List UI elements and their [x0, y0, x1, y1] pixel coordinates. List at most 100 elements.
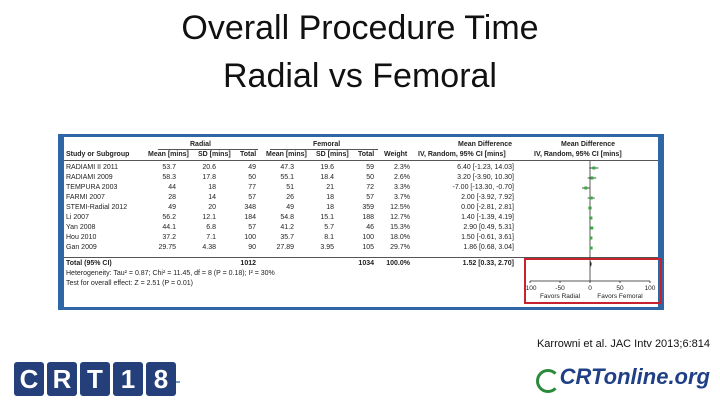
table-cell-ci: 6.40 [-1.23, 14.03] — [457, 164, 514, 171]
point-estimate — [589, 216, 593, 220]
table-cell-r-total: 100 — [244, 234, 256, 241]
table-cell-study: Yan 2008 — [66, 224, 96, 231]
table-cell-r-mean: 49 — [168, 204, 176, 211]
table-cell-study: RADIAMI II 2011 — [66, 164, 119, 171]
forest-plot-chart: -100 -50 0 50 100 Favors Radial Favors Femoral — [523, 161, 656, 300]
slide-title-line2: Radial vs Femoral — [223, 57, 497, 95]
table-cell-r-sd: 6.8 — [206, 224, 216, 231]
x-tick-label: 0 — [588, 285, 592, 292]
point-estimate — [590, 176, 594, 180]
table-cell-f-sd: 15.1 — [320, 214, 334, 221]
table-cell-f-mean: 47.3 — [280, 164, 294, 171]
pooled-diamond — [590, 261, 592, 267]
table-cell-f-total: 57 — [366, 194, 374, 201]
col-header-f-mean: Mean [mins] — [266, 151, 307, 158]
point-estimate — [584, 186, 588, 190]
forest-plot-figure: Radial Femoral Mean Difference Mean Diff… — [58, 134, 664, 310]
table-cell-r-sd: 12.1 — [202, 214, 216, 221]
forest-plot-table: Radial Femoral Mean Difference Mean Diff… — [64, 137, 658, 307]
total-cell-weight: 100.0% — [386, 260, 410, 267]
table-cell-weight: 2.3% — [394, 164, 410, 171]
total-cell-label: Total (95% CI) — [66, 260, 112, 267]
table-cell-f-mean: 55.1 — [280, 174, 294, 181]
overall-effect-text: Test for overall effect: Z = 2.51 (P = 0… — [66, 280, 193, 287]
table-cell-r-mean: 44.1 — [162, 224, 176, 231]
table-cell-study: RADIAMI 2009 — [66, 174, 113, 181]
table-cell-weight: 12.5% — [390, 204, 410, 211]
group-header-mean-diff: Mean Difference — [458, 141, 513, 148]
table-cell-r-mean: 56.2 — [162, 214, 176, 221]
table-cell-r-sd: 20.6 — [202, 164, 216, 171]
table-cell-ci: 1.50 [-0.61, 3.61] — [461, 234, 514, 241]
table-cell-f-sd: 3.95 — [320, 244, 334, 251]
total-cell-f-total: 1034 — [358, 260, 374, 267]
crt-letter-1: 1 — [113, 362, 143, 396]
table-cell-study: Hou 2010 — [66, 234, 97, 241]
table-cell-r-sd: 18 — [208, 184, 216, 191]
crt-letter-c: C — [14, 362, 44, 396]
crt-letter-r: R — [47, 362, 77, 396]
group-header-radial: Radial — [190, 141, 212, 148]
table-cell-r-total: 50 — [248, 174, 256, 181]
table-cell-ci: 0.00 [-2.81, 2.81] — [461, 204, 514, 211]
table-cell-f-total: 46 — [366, 224, 374, 231]
total-cell-r-total: 1012 — [240, 260, 256, 267]
table-cell-f-mean: 27.89 — [276, 244, 294, 251]
table-cell-f-mean: 54.8 — [280, 214, 294, 221]
table-cell-r-mean: 37.2 — [162, 234, 176, 241]
point-estimate — [589, 236, 593, 240]
table-cell-f-mean: 49 — [286, 204, 294, 211]
table-cell-f-total: 72 — [366, 184, 374, 191]
table-cell-weight: 3.7% — [394, 194, 410, 201]
table-cell-r-mean: 44 — [168, 184, 176, 191]
crt-letter-t: T — [80, 362, 110, 396]
table-cell-ci: -7.00 [-13.30, -0.70] — [452, 184, 514, 191]
table-cell-f-total: 188 — [362, 214, 374, 221]
table-cell-study: STEMI-Radial 2012 — [66, 204, 128, 211]
table-cell-f-total: 50 — [366, 174, 374, 181]
table-cell-ci: 1.86 [0.68, 3.04] — [463, 244, 514, 251]
highlight-box — [524, 258, 662, 304]
total-cell-ci: 1.52 [0.33, 2.70] — [462, 260, 514, 267]
table-cell-study: Gan 2009 — [66, 244, 97, 251]
table-cell-r-mean: 53.7 — [162, 164, 176, 171]
x-tick-label: 50 — [616, 285, 624, 292]
col-header-ci: IV, Random, 95% CI [mins] — [418, 151, 506, 158]
table-cell-f-total: 359 — [362, 204, 374, 211]
table-cell-f-mean: 35.7 — [280, 234, 294, 241]
table-cell-f-mean: 26 — [286, 194, 294, 201]
table-cell-ci: 3.20 [-3.90, 10.30] — [457, 174, 514, 181]
point-estimate — [592, 166, 596, 170]
crtonline-swoosh-icon — [536, 369, 560, 393]
table-cell-study: Li 2007 — [66, 214, 89, 221]
point-estimate — [588, 206, 592, 210]
col-header-ci-plot: IV, Random, 95% CI [mins] — [534, 151, 622, 158]
table-cell-weight: 15.3% — [390, 224, 410, 231]
slide-title-line1: Overall Procedure Time — [181, 9, 539, 47]
x-tick-label: -50 — [555, 285, 565, 292]
col-header-r-total: Total — [240, 151, 257, 158]
table-cell-study: FARMI 2007 — [66, 194, 105, 201]
table-cell-r-sd: 17.8 — [202, 174, 216, 181]
table-cell-r-total: 57 — [248, 194, 256, 201]
col-header-f-sd: SD [mins] — [316, 151, 349, 158]
table-cell-study: TEMPURA 2003 — [66, 184, 118, 191]
col-header-f-total: Total — [358, 151, 375, 158]
citation: Karrowni et al. JAC Intv 2013;6:814 — [536, 338, 710, 350]
table-cell-weight: 12.7% — [390, 214, 410, 221]
table-cell-r-sd: 20 — [208, 204, 216, 211]
col-header-r-sd: SD [mins] — [198, 151, 231, 158]
table-cell-f-sd: 5.7 — [324, 224, 334, 231]
table-cell-weight: 18.0% — [390, 234, 410, 241]
table-cell-f-sd: 8.1 — [324, 234, 334, 241]
x-tick-label: 100 — [645, 285, 656, 292]
table-cell-r-total: 90 — [248, 244, 256, 251]
table-cell-f-total: 59 — [366, 164, 374, 171]
table-cell-f-total: 105 — [362, 244, 374, 251]
table-cell-r-mean: 28 — [168, 194, 176, 201]
x-tick-label: -100 — [523, 285, 536, 292]
group-header-mean-diff-plot: Mean Difference — [561, 141, 616, 148]
crt-letter-8: 8 — [146, 362, 176, 396]
rule-header — [64, 160, 658, 161]
table-cell-r-sd: 4.38 — [202, 244, 216, 251]
